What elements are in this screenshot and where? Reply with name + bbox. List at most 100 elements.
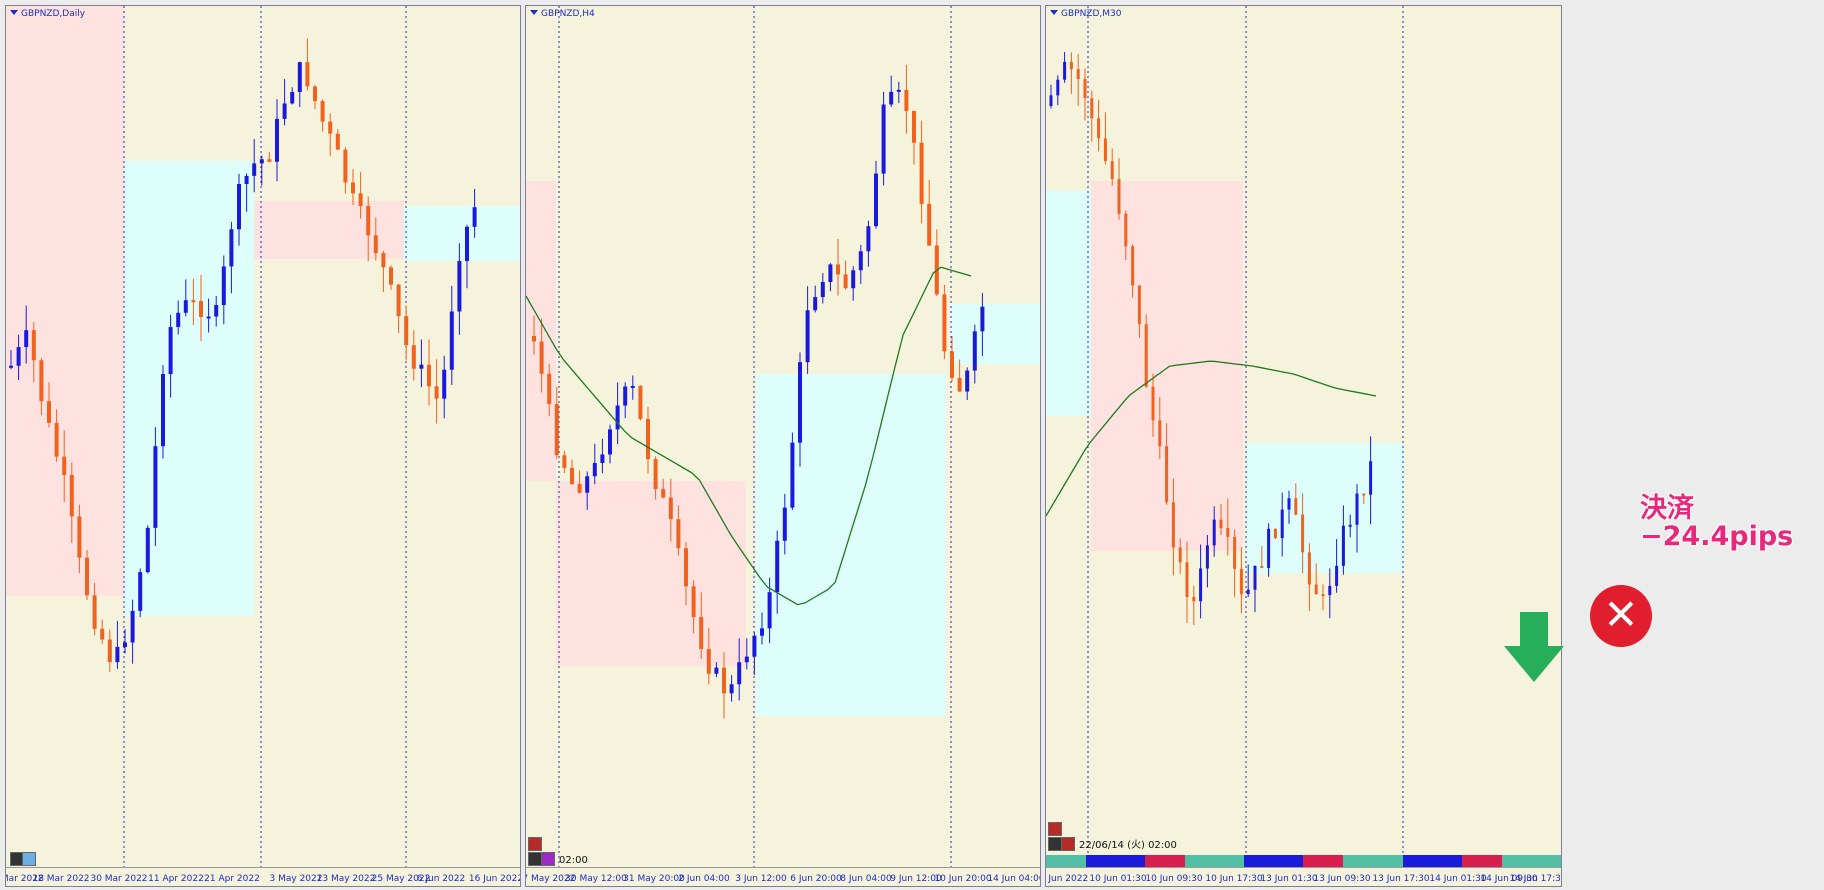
moving-average-line — [526, 266, 972, 606]
candle-body — [1103, 138, 1107, 162]
candle-body — [1097, 118, 1101, 139]
dropdown-triangle-icon[interactable] — [530, 10, 538, 15]
candle-body — [722, 667, 726, 694]
axis-tick-label: 13 Jun 17:30 — [1372, 874, 1430, 884]
candle-body — [244, 175, 249, 185]
candle-body — [562, 455, 567, 468]
dropdown-triangle-icon[interactable] — [10, 10, 18, 15]
candle-body — [24, 330, 29, 348]
candle-body — [1348, 524, 1352, 527]
candle-body — [176, 312, 181, 328]
candle-body — [638, 385, 643, 419]
chart-canvas-daily[interactable] — [6, 6, 520, 886]
chart-zoom-button[interactable] — [22, 852, 36, 866]
candle-body — [615, 405, 620, 430]
zone-rect — [951, 304, 1040, 364]
candle-body — [1110, 161, 1114, 180]
candle-body — [16, 347, 21, 366]
axis-tick-label: 10 Jun 17:30 — [1205, 874, 1263, 884]
candle-body — [630, 385, 635, 388]
candle-body — [592, 463, 597, 477]
candle-body — [1294, 498, 1298, 515]
candle-body — [305, 62, 310, 87]
candle-body — [1083, 79, 1087, 99]
candle-body — [427, 364, 431, 387]
candle-body — [183, 300, 188, 313]
axis-tick-label: 30 May 12:00 — [565, 874, 627, 884]
candle-body — [608, 429, 612, 455]
candle-body — [92, 595, 97, 629]
candle-body — [1321, 594, 1325, 597]
candle-body — [706, 649, 711, 674]
candle-body — [782, 507, 787, 541]
crosshair-time-label: 22/06/14 (火) 02:00 — [1079, 840, 1177, 851]
axis-tick-label: 8 Mar 2022 — [6, 874, 44, 884]
candle-body — [919, 142, 924, 204]
candle-body — [358, 193, 363, 207]
candle-body — [547, 373, 552, 405]
axis-tick-label: 21 Apr 2022 — [204, 874, 260, 884]
candle-body — [874, 173, 878, 227]
candle-body — [313, 86, 317, 102]
candle-body — [790, 442, 795, 508]
candle-body — [1069, 61, 1073, 70]
candle-body — [404, 316, 409, 346]
candle-body — [1131, 246, 1135, 286]
chart-color-button[interactable] — [541, 852, 555, 866]
candle-body — [1260, 565, 1264, 568]
candle-body — [881, 104, 886, 174]
candle-body — [532, 336, 536, 342]
candle-body — [972, 331, 977, 371]
candle-body — [115, 646, 120, 663]
candle-body — [39, 360, 44, 402]
candle-body — [798, 362, 802, 443]
axis-tick-label: 14 Jun 17:30 — [1509, 874, 1562, 884]
dropdown-triangle-icon[interactable] — [1050, 10, 1058, 15]
chart-canvas-m30[interactable] — [1046, 6, 1561, 886]
candle-body — [866, 226, 871, 252]
candle-body — [851, 270, 856, 289]
chart-toggle-button[interactable] — [1048, 837, 1062, 851]
chart-panel-m30[interactable]: GBPNZD,M30 22/06/14 (火) 02:00 9 Jun 2022… — [1045, 5, 1562, 887]
zone-rect — [526, 181, 556, 481]
candle-body — [1335, 565, 1339, 586]
candle-body — [69, 474, 74, 517]
candle-body — [714, 667, 719, 674]
chart-canvas-h4[interactable] — [526, 6, 1040, 886]
candle-body — [744, 656, 749, 663]
candle-body — [1287, 498, 1291, 510]
chart-toggle-button[interactable] — [528, 852, 542, 866]
moving-average-line — [1046, 360, 1377, 517]
axis-tick-label: 25 May 2022 — [371, 874, 431, 884]
candle-body — [366, 206, 371, 236]
candle-body — [813, 297, 818, 311]
candle-body — [1144, 324, 1148, 387]
axis-tick-label: 13 May 2022 — [316, 874, 376, 884]
chart-minus-button[interactable] — [1048, 822, 1062, 836]
settlement-pips: −24.4pips — [1640, 521, 1794, 553]
candle-body — [1056, 79, 1060, 96]
candle-body — [396, 284, 401, 317]
candle-body — [927, 203, 932, 246]
candle-body — [661, 489, 666, 498]
candle-body — [1355, 493, 1359, 525]
candle-body — [1063, 61, 1067, 80]
candle-body — [1158, 420, 1162, 447]
chart-close-button[interactable] — [1061, 837, 1075, 851]
candle-body — [229, 229, 234, 267]
candle-body — [442, 369, 447, 399]
candle-body — [1124, 213, 1128, 247]
candle-body — [472, 207, 477, 227]
candle-body — [351, 182, 355, 194]
axis-tick-label: 13 Jun 09:30 — [1313, 874, 1371, 884]
candle-body — [957, 377, 962, 392]
chart-minus-button[interactable] — [528, 837, 542, 851]
candle-body — [699, 617, 704, 650]
candle-body — [85, 557, 89, 596]
candle-body — [9, 365, 13, 368]
candle-body — [684, 548, 688, 587]
settlement-label: 決済 — [1640, 493, 1694, 524]
